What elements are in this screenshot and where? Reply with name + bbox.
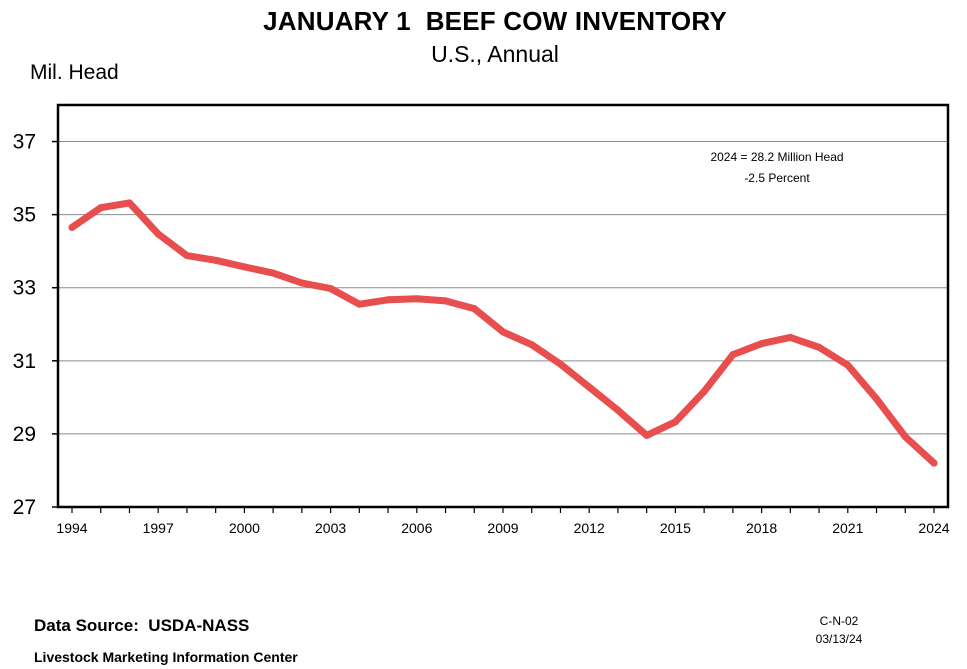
- data-point: [298, 279, 306, 287]
- y-tick-label: 35: [13, 204, 36, 227]
- data-point: [183, 252, 191, 260]
- data-point: [499, 328, 507, 336]
- data-point: [786, 333, 794, 341]
- x-tick-label: 2021: [832, 520, 863, 536]
- data-point: [470, 305, 478, 313]
- x-tick-label: 1997: [143, 520, 174, 536]
- data-point: [240, 263, 248, 271]
- y-tick-label: 31: [13, 350, 36, 373]
- chart-title: JANUARY 1 BEEF COW INVENTORY: [263, 6, 727, 36]
- plot-area-frame: [56, 103, 950, 509]
- data-point: [700, 388, 708, 396]
- data-point: [729, 351, 737, 359]
- y-axis-unit-label: Mil. Head: [30, 61, 119, 84]
- data-point: [901, 433, 909, 441]
- data-point: [815, 343, 823, 351]
- data-point: [212, 256, 220, 264]
- x-tick-label: 1994: [56, 520, 87, 536]
- y-tick-label: 27: [13, 496, 36, 519]
- data-point: [844, 361, 852, 369]
- data-point: [614, 406, 622, 414]
- data-point: [269, 269, 277, 277]
- data-point: [68, 223, 76, 231]
- data-point: [154, 230, 162, 238]
- data-point: [671, 418, 679, 426]
- y-tick-label: 33: [13, 277, 36, 300]
- y-tick-label: 37: [13, 131, 36, 154]
- x-tick-label: 2018: [746, 520, 777, 536]
- x-tick-label: 2009: [487, 520, 518, 536]
- data-point: [873, 395, 881, 403]
- chart-annotation: -2.5 Percent: [744, 171, 810, 185]
- data-point: [442, 297, 450, 305]
- x-tick-label: 2024: [918, 520, 949, 536]
- data-source-note: Data Source: USDA-NASS: [34, 616, 250, 635]
- data-point: [413, 295, 421, 303]
- x-tick-label: 2000: [229, 520, 260, 536]
- x-tick-label: 2003: [315, 520, 346, 536]
- data-point: [930, 459, 938, 467]
- data-point: [758, 340, 766, 348]
- publisher-name: Livestock Marketing Information Center: [34, 649, 298, 665]
- chart-subtitle: U.S., Annual: [431, 41, 559, 67]
- data-point: [355, 300, 363, 308]
- data-point: [528, 341, 536, 349]
- data-point: [643, 431, 651, 439]
- data-point: [585, 383, 593, 391]
- data-point: [327, 284, 335, 292]
- x-tick-label: 2006: [401, 520, 432, 536]
- chart-annotation: 2024 = 28.2 Million Head: [710, 150, 843, 164]
- data-point: [384, 296, 392, 304]
- data-point: [556, 360, 564, 368]
- data-point: [97, 204, 105, 212]
- x-tick-label: 2015: [660, 520, 691, 536]
- x-tick-label: 2012: [574, 520, 605, 536]
- data-point: [125, 199, 133, 207]
- chart-code: C-N-02: [819, 614, 859, 628]
- y-tick-label: 29: [13, 423, 36, 446]
- chart-date: 03/13/24: [815, 632, 863, 646]
